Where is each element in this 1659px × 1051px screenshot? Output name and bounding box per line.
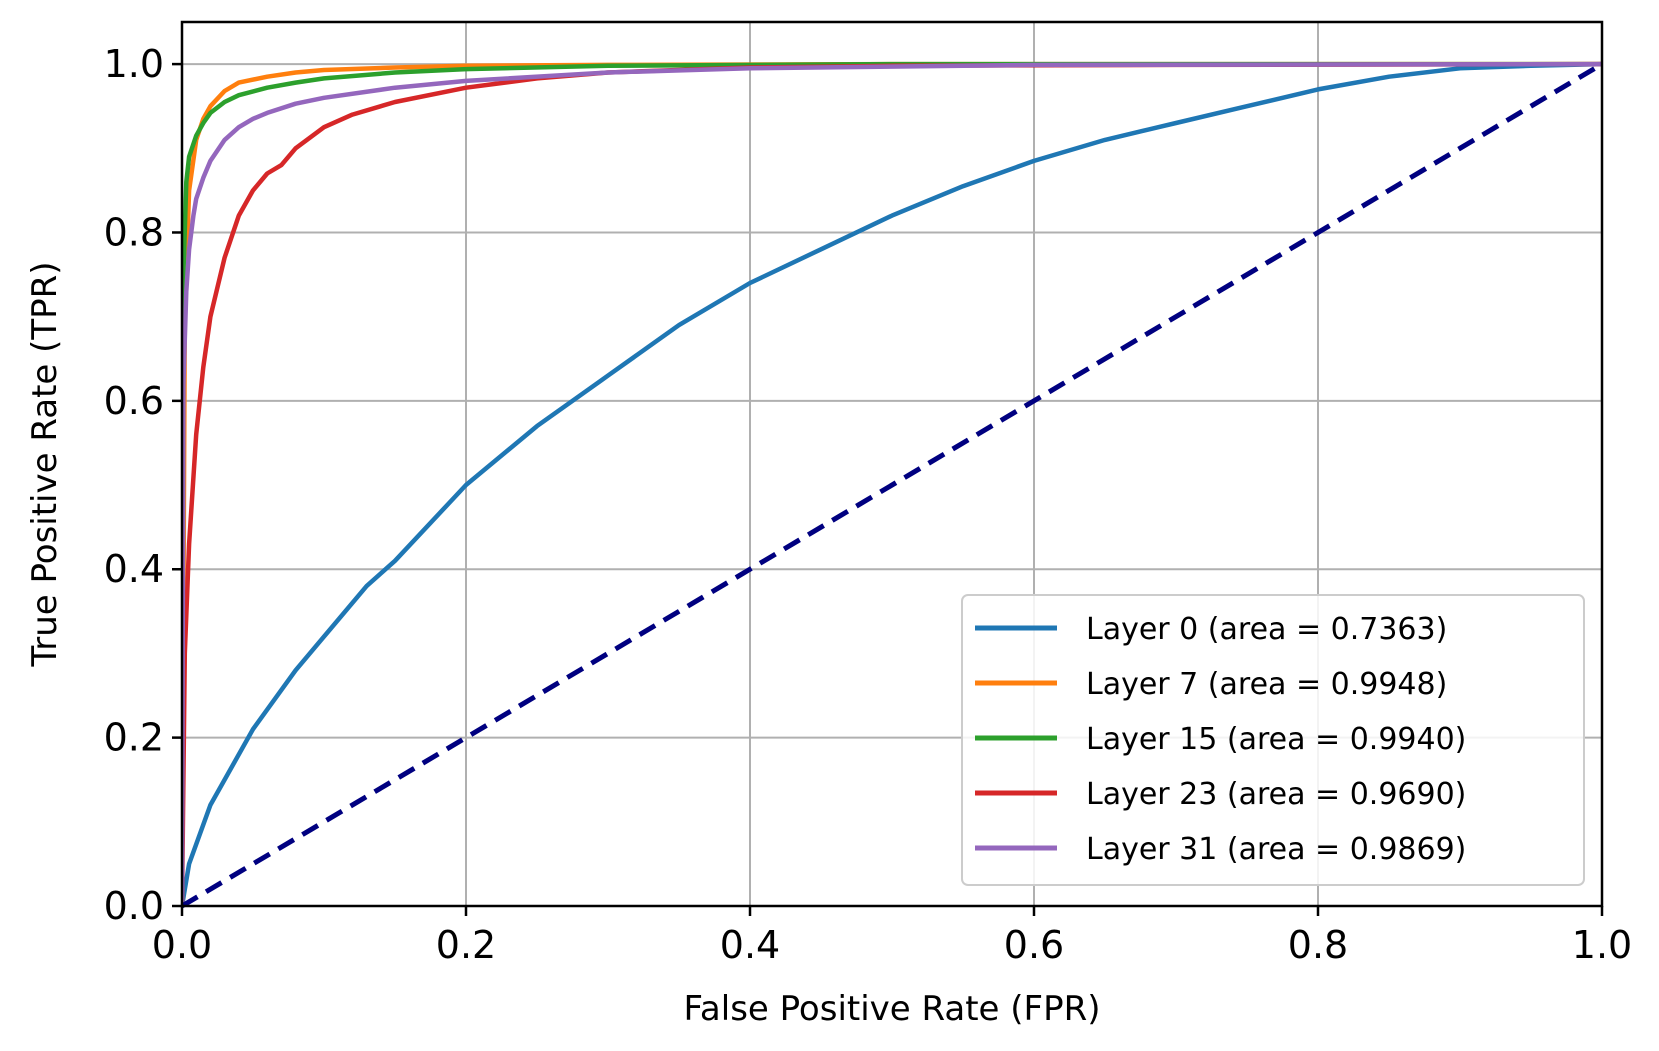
y-tick-label: 0.6 — [104, 379, 164, 423]
y-tick-label: 0.4 — [104, 547, 164, 591]
x-tick-label: 0.6 — [1004, 923, 1064, 967]
legend: Layer 0 (area = 0.7363) Layer 7 (area = 0… — [961, 594, 1585, 886]
legend-label: Layer 23 (area = 0.9690) — [1086, 777, 1466, 812]
legend-box — [961, 594, 1585, 886]
series-line-2 — [182, 61, 1602, 906]
x-axis-label: False Positive Rate (FPR) — [683, 989, 1100, 1029]
reference-diagonal-line — [180, 61, 1604, 909]
x-ticks: 0.0 0.2 0.4 0.6 0.8 1.0 — [152, 906, 1632, 967]
x-tick-label: 0.4 — [720, 923, 780, 967]
x-tick-label: 0.8 — [1288, 923, 1348, 967]
series-line-0 — [182, 61, 1602, 906]
legend-label: Layer 31 (area = 0.9869) — [1086, 832, 1466, 867]
y-tick-label: 0.8 — [104, 210, 164, 254]
y-tick-label: 1.0 — [104, 42, 164, 86]
legend-label: Layer 7 (area = 0.9948) — [1086, 667, 1447, 702]
y-tick-label: 0.0 — [104, 884, 164, 928]
x-tick-label: 1.0 — [1572, 923, 1632, 967]
y-axis-label: True Positive Rate (TPR) — [25, 261, 65, 667]
plot-frame — [180, 20, 1604, 908]
legend-label: Layer 15 (area = 0.9940) — [1086, 722, 1466, 757]
x-tick-label: 0.0 — [152, 923, 212, 967]
plot-lines — [180, 61, 1604, 909]
y-tick-label: 0.2 — [104, 716, 164, 760]
legend-label: Layer 0 (area = 0.7363) — [1086, 612, 1447, 647]
series-line-4 — [182, 61, 1602, 906]
x-tick-label: 0.2 — [436, 923, 496, 967]
y-ticks: 0.0 0.2 0.4 0.6 0.8 1.0 — [104, 42, 182, 928]
